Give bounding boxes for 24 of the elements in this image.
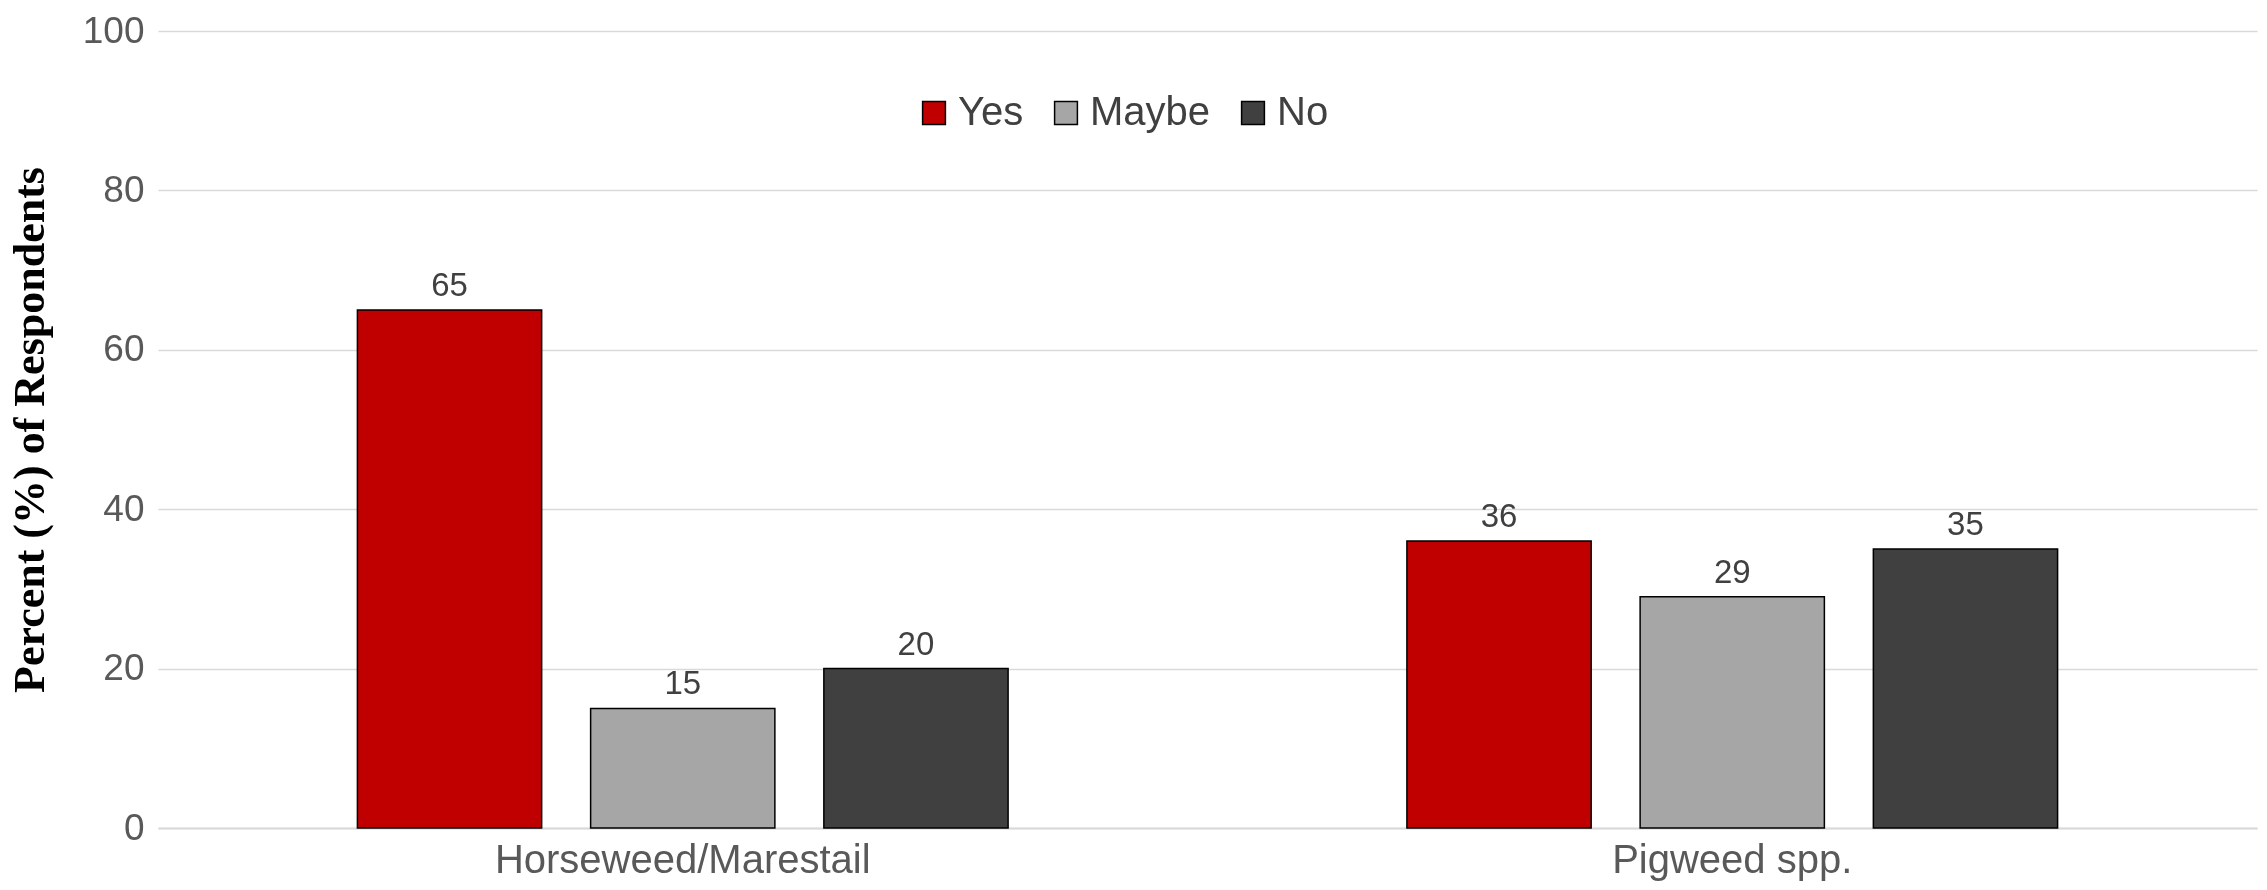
data-label: 35 bbox=[1947, 505, 1984, 543]
data-label: 29 bbox=[1713, 552, 1751, 590]
bar bbox=[1639, 596, 1826, 829]
legend-label: Maybe bbox=[1090, 89, 1211, 133]
y-tick-label: 60 bbox=[103, 328, 145, 370]
data-label: 15 bbox=[664, 664, 702, 702]
y-tick-label: 40 bbox=[103, 487, 145, 529]
bar bbox=[589, 707, 776, 829]
data-label: 65 bbox=[431, 265, 468, 303]
data-label: 20 bbox=[897, 624, 935, 662]
y-tick-label: 100 bbox=[82, 9, 145, 51]
bar bbox=[356, 309, 543, 829]
y-tick-label: 0 bbox=[123, 806, 145, 848]
bar bbox=[823, 667, 1009, 829]
bar bbox=[1406, 540, 1592, 829]
y-axis-title: Percent (%) of Respondents bbox=[4, 167, 54, 693]
x-tick-label: Pigweed spp. bbox=[1612, 836, 1853, 881]
y-tick-label: 80 bbox=[103, 168, 145, 210]
bar bbox=[1872, 548, 2059, 829]
y-tick-label: 20 bbox=[103, 647, 145, 689]
legend-label: No bbox=[1277, 89, 1329, 133]
x-tick-label: Horseweed/Marestail bbox=[494, 836, 871, 881]
legend-label: Yes bbox=[958, 89, 1024, 133]
data-label: 36 bbox=[1480, 497, 1518, 535]
